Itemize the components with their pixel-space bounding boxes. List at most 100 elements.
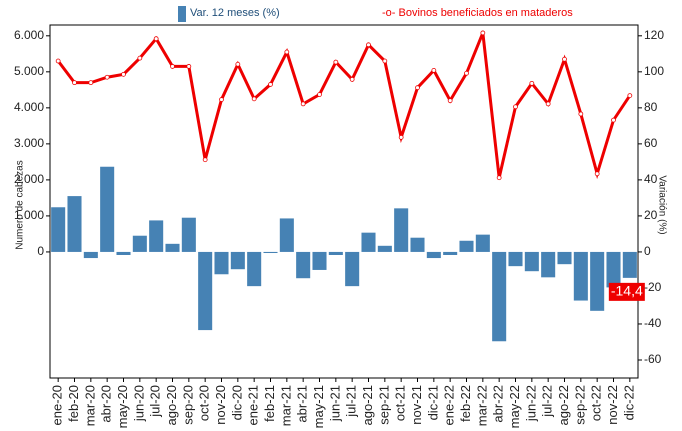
line	[56, 32, 632, 180]
line-point	[382, 58, 388, 64]
x-tick-label: sep-22	[572, 385, 587, 425]
bar	[214, 251, 229, 275]
line-point	[170, 64, 175, 69]
bar	[606, 251, 621, 288]
bar	[345, 251, 360, 287]
value-label: -14,4	[611, 283, 643, 299]
x-tick-label: jun-22	[523, 385, 538, 422]
bar	[573, 251, 588, 301]
line-point	[529, 80, 535, 86]
bar	[312, 251, 327, 270]
line-point	[268, 82, 273, 87]
line-point	[611, 117, 616, 123]
y-tick-label: 0	[37, 244, 44, 258]
y2-tick-label: 20	[644, 208, 658, 222]
x-tick-label: jun-21	[327, 385, 342, 422]
x-tick-label: nov-20	[213, 385, 228, 425]
x-tick-label: nov-21	[409, 385, 424, 425]
line-point	[251, 96, 257, 102]
x-tick-label: ene-21	[246, 385, 261, 425]
line-point	[594, 171, 600, 177]
legend-label: -o- Bovinos beneficiados en mataderos	[382, 7, 573, 19]
x-tick-label: feb-20	[66, 385, 81, 422]
line-point	[333, 59, 339, 65]
x-tick-label: dic-21	[425, 385, 440, 420]
line-point	[235, 61, 241, 67]
y-tick-label: 3.000	[14, 136, 44, 150]
x-tick-label: jul-21	[344, 385, 359, 418]
bar	[51, 207, 66, 252]
x-tick-label: oct-20	[197, 385, 212, 421]
line-point	[219, 97, 224, 102]
line-point	[366, 42, 371, 48]
legend-swatch	[178, 6, 186, 22]
bar	[67, 196, 82, 252]
line-point	[415, 85, 420, 91]
line-point	[627, 93, 633, 98]
bar	[100, 166, 115, 252]
y2-tick-label: -20	[644, 280, 662, 294]
line-point	[186, 64, 192, 69]
x-tick-label: dic-22	[621, 385, 636, 420]
bar	[622, 251, 637, 278]
bar	[492, 251, 507, 342]
x-tick-label: jul-22	[540, 385, 555, 418]
bar	[524, 251, 539, 272]
line-point	[349, 76, 355, 82]
y-tick-label: 4.000	[14, 100, 44, 114]
y2-tick-label: 40	[644, 172, 658, 186]
x-tick-label: may-20	[115, 385, 130, 428]
x-tick-label: abr-22	[491, 385, 506, 423]
bar	[198, 251, 213, 331]
bar	[459, 240, 474, 252]
bar	[590, 251, 605, 311]
line-point	[545, 101, 551, 107]
y-tick-label: 1.000	[14, 208, 44, 222]
legend-label: Var. 12 meses (%)	[190, 7, 280, 19]
x-tick-label: ago-20	[164, 385, 179, 425]
line-point	[72, 80, 77, 86]
y-tick-label: 6.000	[14, 28, 44, 42]
x-tick-label: may-22	[507, 385, 522, 428]
x-tick-label: abr-21	[295, 385, 310, 423]
line-point	[496, 175, 502, 181]
bar	[181, 217, 196, 252]
bar	[328, 251, 343, 255]
bar	[165, 243, 180, 252]
x-tick-label: feb-22	[458, 385, 473, 422]
y-axis-title: Numero de cabezas	[15, 160, 26, 250]
line-point	[464, 70, 469, 76]
line-point	[153, 36, 159, 42]
y2-tick-label: 0	[644, 244, 651, 258]
line-point	[317, 92, 322, 97]
x-tick-label: dic-20	[229, 385, 244, 420]
line-point	[447, 98, 453, 104]
bar	[426, 251, 441, 259]
bar	[410, 237, 425, 252]
x-tick-label: jun-20	[131, 385, 146, 422]
x-tick-label: ago-22	[556, 385, 571, 425]
value-label-box	[608, 282, 645, 301]
y2-tick-label: 60	[644, 136, 658, 150]
bar	[475, 234, 490, 252]
line-point	[202, 157, 208, 163]
line-point	[284, 49, 290, 55]
y2-tick-label: 80	[644, 100, 658, 114]
line-point	[121, 71, 126, 77]
x-tick-label: oct-21	[393, 385, 408, 421]
y2-tick-label: 120	[644, 28, 664, 42]
bar	[83, 251, 98, 259]
y-tick-label: 5.000	[14, 64, 44, 78]
line-point	[55, 58, 61, 64]
y2-tick-label: -40	[644, 316, 662, 330]
x-tick-label: ago-21	[360, 385, 375, 425]
x-tick-label: oct-22	[589, 385, 604, 421]
bar	[541, 251, 556, 278]
x-tick-label: sep-21	[376, 385, 391, 425]
bar	[557, 251, 572, 265]
line-point	[398, 134, 404, 140]
bar	[247, 251, 262, 287]
x-tick-label: sep-20	[180, 385, 195, 425]
line-point	[578, 111, 584, 117]
x-tick-label: nov-22	[605, 385, 620, 425]
